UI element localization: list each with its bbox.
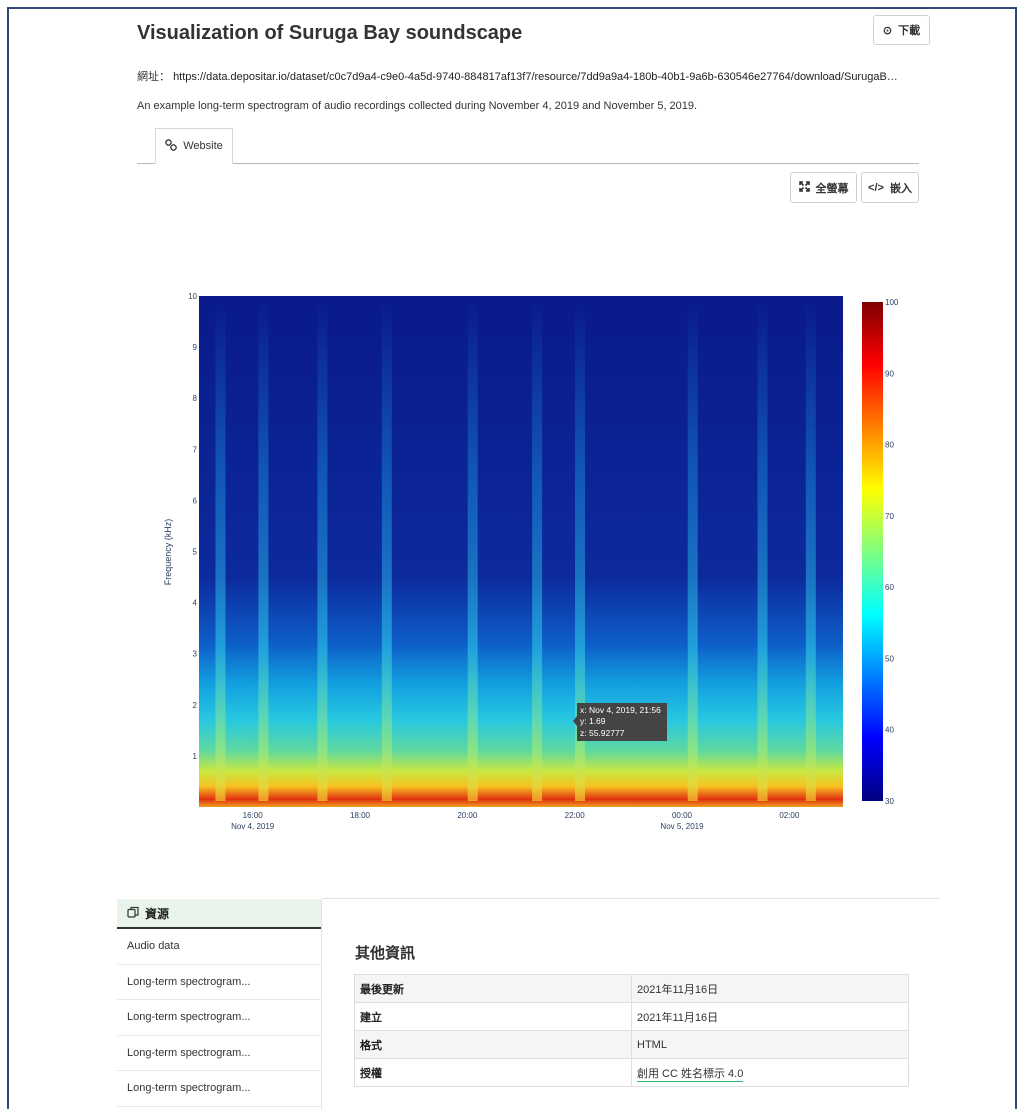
resource-item[interactable]: Long-term spectrogram... — [117, 1036, 321, 1071]
link-icon — [165, 138, 178, 154]
table-row: 建立 2021年11月16日 — [354, 1002, 909, 1031]
license-link[interactable]: 創用 CC 姓名標示 4.0 — [637, 1067, 744, 1082]
resources-heading-label: 資源 — [145, 906, 170, 921]
table-row: 格式 HTML — [354, 1030, 909, 1059]
copy-icon — [127, 906, 139, 921]
page-title: Visualization of Suruga Bay soundscape — [137, 22, 523, 44]
url-label: 網址： — [137, 71, 170, 83]
info-table: 最後更新 2021年11月16日 建立 2021年11月16日 格式 HTML … — [354, 974, 909, 1087]
download-label: 下載 — [898, 25, 921, 37]
tab-website[interactable]: Website — [155, 128, 233, 164]
fullscreen-button[interactable]: 全螢幕 — [790, 172, 857, 203]
resources-list: Audio data Long-term spectrogram... Long… — [117, 929, 321, 1107]
resource-description: An example long-term spectrogram of audi… — [137, 100, 698, 112]
resource-item[interactable]: Long-term spectrogram... — [117, 965, 321, 1000]
info-key: 授權 — [354, 1058, 632, 1087]
embed-button[interactable]: </> 嵌入 — [861, 172, 919, 203]
tab-website-label: Website — [183, 140, 223, 152]
download-icon: ⊙ — [882, 24, 893, 37]
url-row: 網址： https://data.depositar.io/dataset/c0… — [137, 68, 919, 84]
section-divider — [322, 898, 940, 899]
info-heading: 其他資訊 — [355, 945, 416, 962]
info-key: 建立 — [354, 1002, 632, 1031]
fullscreen-label: 全螢幕 — [815, 182, 849, 195]
info-value: HTML — [631, 1030, 909, 1059]
resources-heading: 資源 — [117, 899, 321, 929]
info-value: 創用 CC 姓名標示 4.0 — [631, 1058, 909, 1087]
info-key: 格式 — [354, 1030, 632, 1059]
table-row: 授權 創用 CC 姓名標示 4.0 — [354, 1058, 909, 1087]
resource-item[interactable]: Audio data — [117, 929, 321, 965]
tab-divider — [137, 163, 919, 164]
table-row: 最後更新 2021年11月16日 — [354, 974, 909, 1003]
sidebar-border — [321, 899, 322, 1109]
info-key: 最後更新 — [354, 974, 632, 1003]
resource-item[interactable]: Long-term spectrogram... — [117, 1000, 321, 1036]
info-value: 2021年11月16日 — [631, 1002, 909, 1031]
resource-item[interactable]: Long-term spectrogram... — [117, 1071, 321, 1107]
resource-url-link[interactable]: https://data.depositar.io/dataset/c0c7d9… — [173, 71, 898, 84]
code-icon: </> — [868, 181, 884, 194]
embed-label: 嵌入 — [889, 182, 912, 195]
info-value: 2021年11月16日 — [631, 974, 909, 1003]
fullscreen-icon — [798, 180, 810, 195]
download-button[interactable]: ⊙ 下載 — [873, 15, 930, 45]
